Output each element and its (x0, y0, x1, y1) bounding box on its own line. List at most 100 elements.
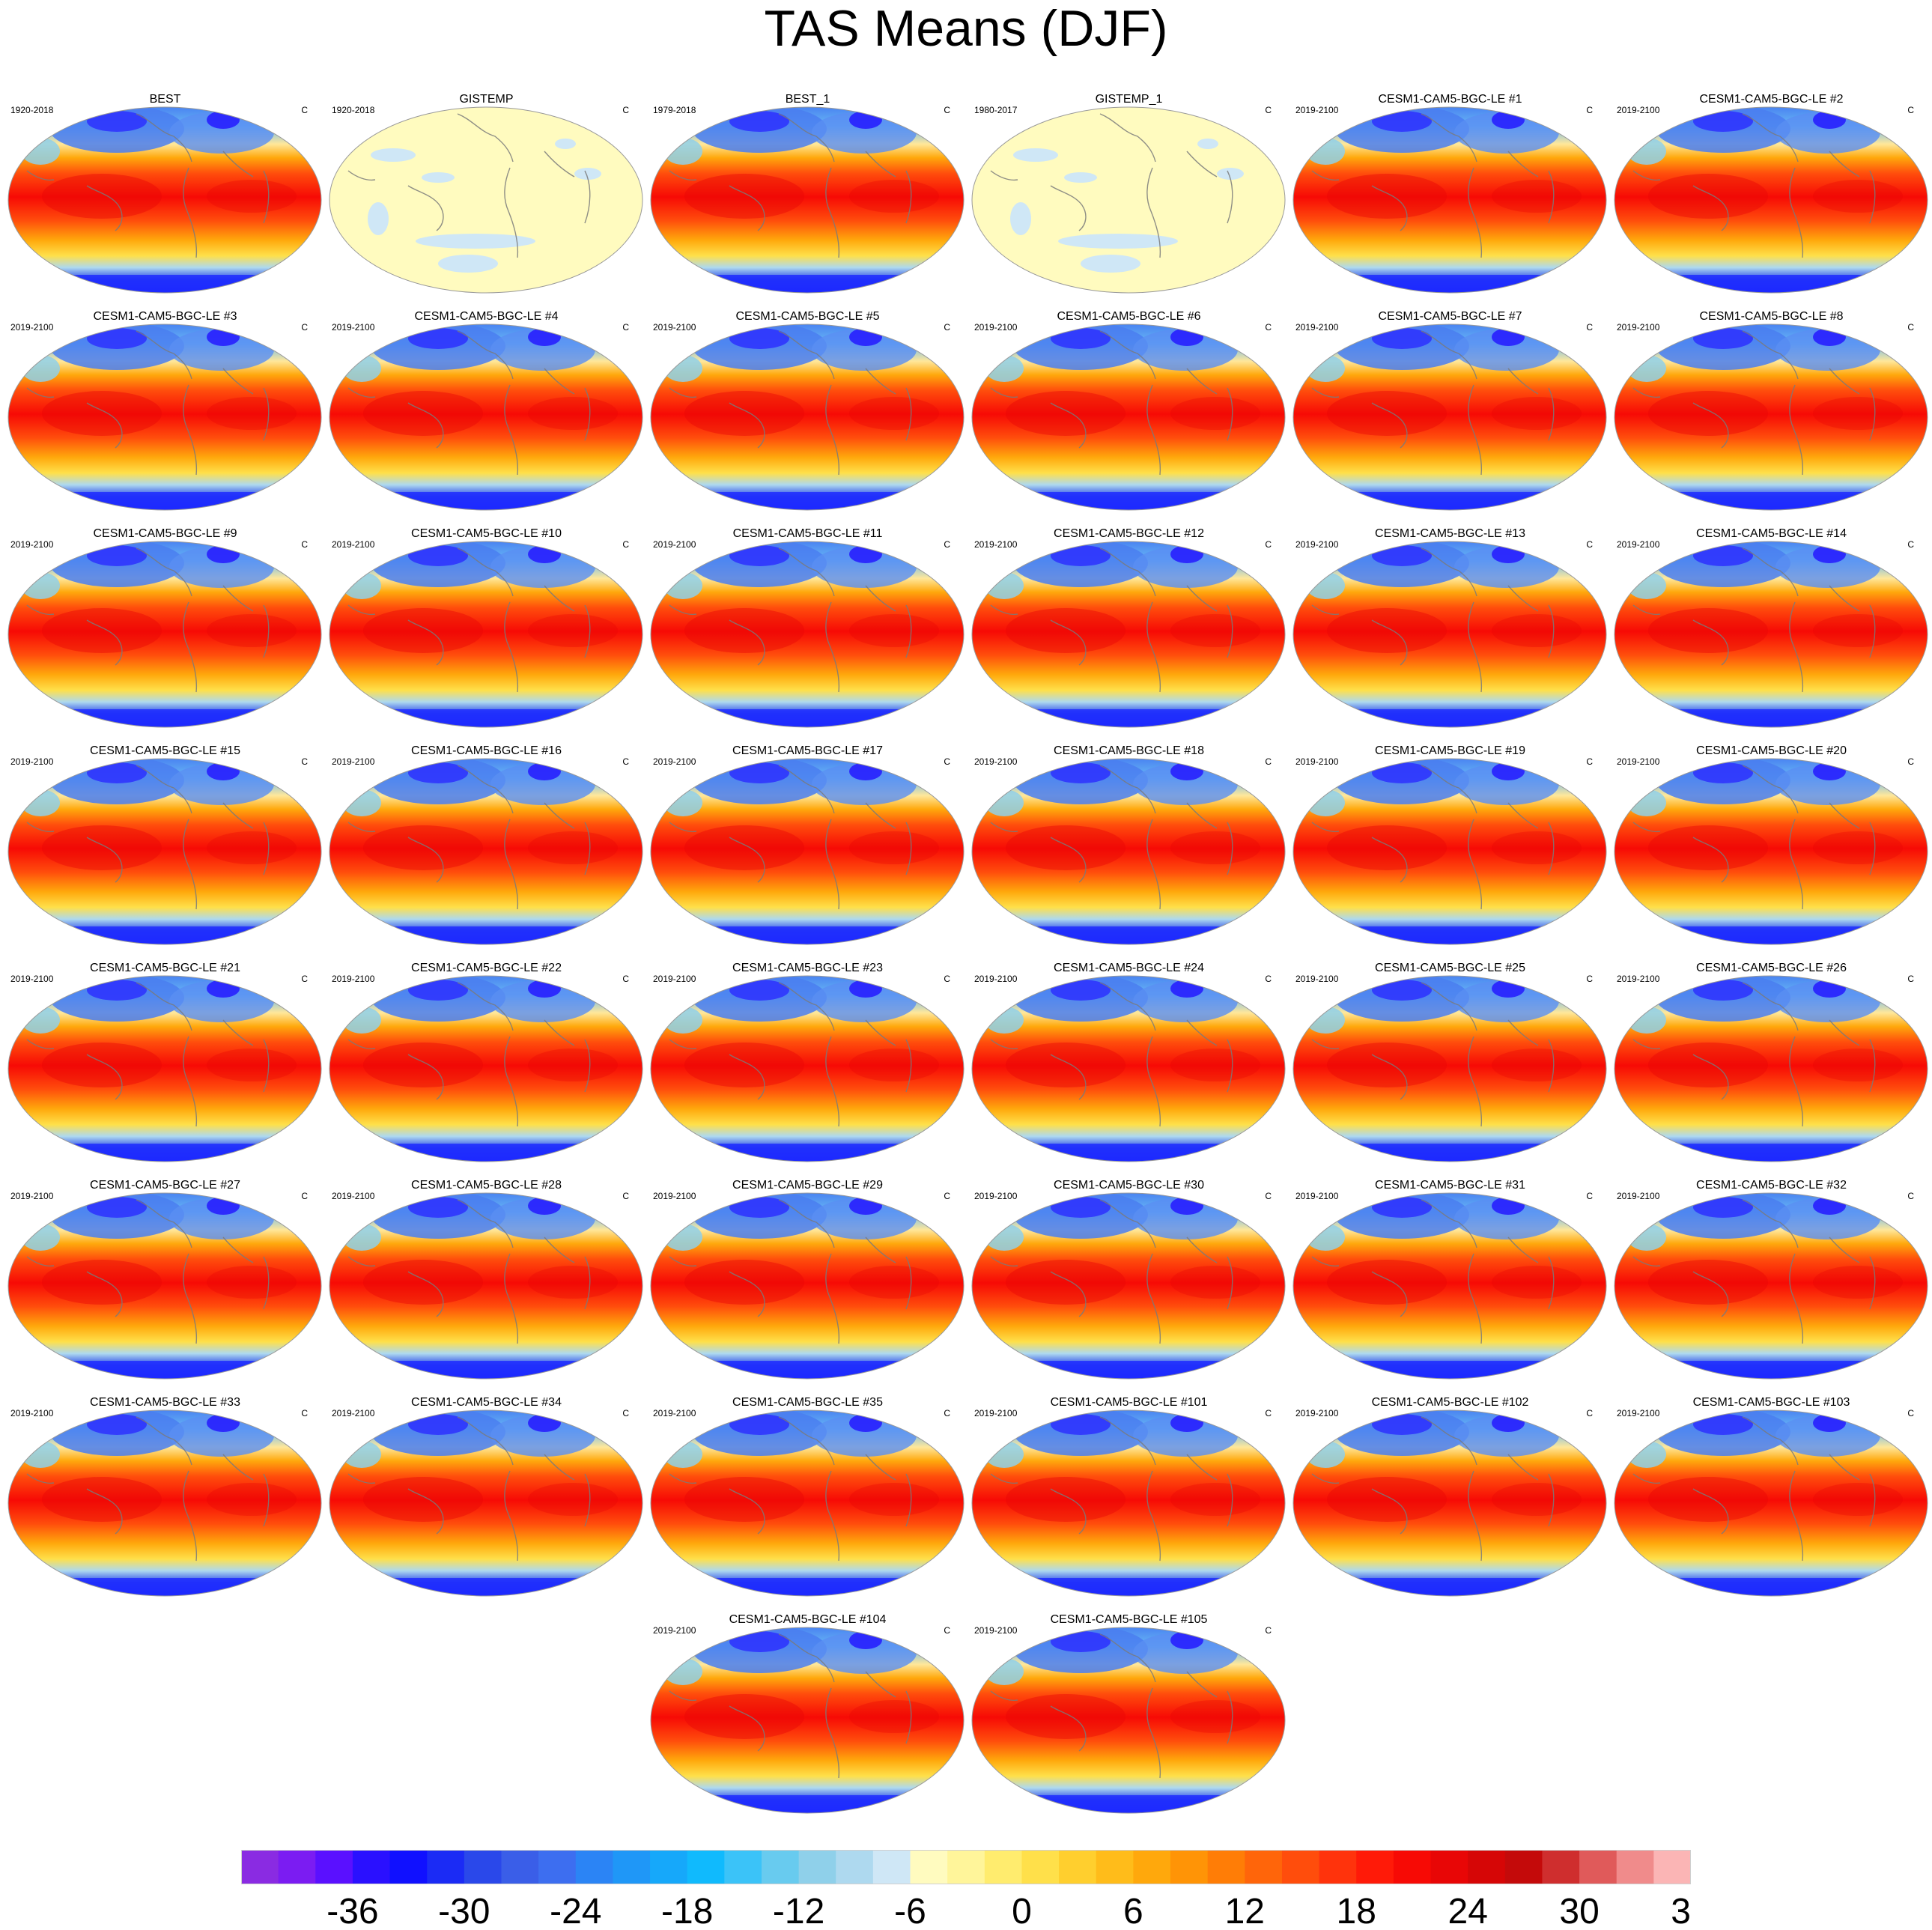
panel-unit: C (944, 1625, 950, 1636)
map-svg (1292, 106, 1607, 294)
panel-unit: C (1265, 105, 1272, 115)
panel-title: CESM1-CAM5-BGC-LE #32 (1696, 1179, 1847, 1192)
map-panel: CESM1-CAM5-BGC-LE #21 2019-2100 C (4, 962, 326, 1168)
panel-title: GISTEMP_1 (1095, 93, 1163, 106)
colorbar-swatch (798, 1850, 836, 1884)
colorbar-tick-label: -6 (894, 1892, 926, 1928)
panel-title: CESM1-CAM5-BGC-LE #105 (1050, 1613, 1208, 1626)
panel-period: 2019-2100 (1617, 539, 1660, 550)
panel-unit: C (944, 105, 950, 115)
panel-period: 2019-2100 (653, 1191, 696, 1201)
panel-title: CESM1-CAM5-BGC-LE #19 (1375, 744, 1525, 757)
panel-period: 2019-2100 (10, 322, 54, 333)
map-panel: CESM1-CAM5-BGC-LE #22 2019-2100 C (326, 962, 647, 1168)
map-svg (1614, 541, 1928, 728)
panel-title: CESM1-CAM5-BGC-LE #29 (732, 1179, 883, 1192)
panel-period: 2019-2100 (10, 974, 54, 984)
colorbar-swatch (1207, 1850, 1245, 1884)
map-panel: CESM1-CAM5-BGC-LE #12 2019-2100 C (968, 527, 1289, 733)
panel-period: 2019-2100 (10, 756, 54, 767)
panel-title: CESM1-CAM5-BGC-LE #30 (1054, 1179, 1204, 1192)
page-title: TAS Means (DJF) (764, 0, 1168, 57)
map-svg (650, 758, 965, 945)
colorbar-swatch (278, 1850, 316, 1884)
colorbar-tick-label: -30 (438, 1892, 490, 1928)
panel-period: 2019-2100 (10, 1191, 54, 1201)
panel-title: CESM1-CAM5-BGC-LE #9 (93, 527, 237, 540)
panel-unit: C (1265, 974, 1272, 984)
map-svg (971, 975, 1286, 1162)
map-svg (1614, 975, 1928, 1162)
map-panel: CESM1-CAM5-BGC-LE #8 2019-2100 C (1611, 310, 1932, 516)
map-panel: BEST 1920-2018 C (4, 93, 326, 299)
panel-period: 1979-2018 (653, 105, 696, 115)
colorbar-swatch (947, 1850, 985, 1884)
map-svg (971, 1409, 1286, 1597)
panel-unit: C (301, 539, 308, 550)
colorbar-tick-label: 12 (1225, 1892, 1265, 1928)
panel-title: CESM1-CAM5-BGC-LE #6 (1057, 310, 1201, 323)
colorbar-tick-label: -12 (773, 1892, 824, 1928)
map-panel: CESM1-CAM5-BGC-LE #104 2019-2100 C (647, 1613, 968, 1819)
panel-unit: C (1586, 1408, 1593, 1418)
panel-period: 2019-2100 (1617, 105, 1660, 115)
panel-unit: C (1907, 1191, 1914, 1201)
colorbar-swatch (1245, 1850, 1283, 1884)
panel-title: CESM1-CAM5-BGC-LE #26 (1696, 962, 1847, 974)
colorbar-swatch (1542, 1850, 1580, 1884)
panel-period: 2019-2100 (653, 974, 696, 984)
map-panel: CESM1-CAM5-BGC-LE #24 2019-2100 C (968, 962, 1289, 1168)
panel-period: 2019-2100 (974, 756, 1018, 767)
panel-title: CESM1-CAM5-BGC-LE #20 (1696, 744, 1847, 757)
map-svg (7, 324, 322, 511)
map-panel: CESM1-CAM5-BGC-LE #9 2019-2100 C (4, 527, 326, 733)
map-svg (971, 1192, 1286, 1380)
panel-period: 2019-2100 (332, 974, 375, 984)
panel-title: CESM1-CAM5-BGC-LE #14 (1696, 527, 1847, 540)
map-panel: CESM1-CAM5-BGC-LE #26 2019-2100 C (1611, 962, 1932, 1168)
colorbar-swatch (1319, 1850, 1357, 1884)
colorbar-swatch (724, 1850, 762, 1884)
panel-unit: C (301, 1191, 308, 1201)
colorbar-tick-label: 30 (1559, 1892, 1599, 1928)
panel-unit: C (301, 756, 308, 767)
map-panel: CESM1-CAM5-BGC-LE #13 2019-2100 C (1289, 527, 1611, 733)
panel-title: CESM1-CAM5-BGC-LE #4 (414, 310, 559, 323)
panel-title: CESM1-CAM5-BGC-LE #13 (1375, 527, 1525, 540)
colorbar: -36 -30 -24 -18 -12 -6 0 6 12 18 24 30 36 (241, 1850, 1691, 1928)
colorbar-frame (241, 1850, 1691, 1884)
colorbar-swatch (1170, 1850, 1209, 1884)
panel-unit: C (301, 1408, 308, 1418)
panel-period: 2019-2100 (1295, 1191, 1339, 1201)
colorbar-swatch (1579, 1850, 1617, 1884)
map-panel: CESM1-CAM5-BGC-LE #33 2019-2100 C (4, 1396, 326, 1602)
map-panel: CESM1-CAM5-BGC-LE #32 2019-2100 C (1611, 1179, 1932, 1385)
map-panel: CESM1-CAM5-BGC-LE #20 2019-2100 C (1611, 744, 1932, 950)
colorbar-swatch (910, 1850, 948, 1884)
map-svg (971, 106, 1286, 294)
map-panel: CESM1-CAM5-BGC-LE #15 2019-2100 C (4, 744, 326, 950)
panel-unit: C (1586, 756, 1593, 767)
panel-period: 2019-2100 (332, 1408, 375, 1418)
panel-period: 2019-2100 (1295, 756, 1339, 767)
map-svg (329, 758, 643, 945)
panel-period: 1920-2018 (10, 105, 54, 115)
map-panel: CESM1-CAM5-BGC-LE #23 2019-2100 C (647, 962, 968, 1168)
panel-title: CESM1-CAM5-BGC-LE #102 (1371, 1396, 1529, 1409)
map-svg (1614, 1409, 1928, 1597)
colorbar-swatch (1430, 1850, 1468, 1884)
panel-title: CESM1-CAM5-BGC-LE #3 (93, 310, 237, 323)
panel-unit: C (944, 1408, 950, 1418)
map-panel: CESM1-CAM5-BGC-LE #35 2019-2100 C (647, 1396, 968, 1602)
map-svg (7, 1192, 322, 1380)
panel-period: 1920-2018 (332, 105, 375, 115)
panel-title: CESM1-CAM5-BGC-LE #27 (90, 1179, 240, 1192)
map-panel: BEST_1 1979-2018 C (647, 93, 968, 299)
colorbar-tick-label: 0 (1012, 1892, 1032, 1928)
map-panel: CESM1-CAM5-BGC-LE #19 2019-2100 C (1289, 744, 1611, 950)
panel-title: CESM1-CAM5-BGC-LE #16 (411, 744, 562, 757)
colorbar-tick-label: 18 (1337, 1892, 1376, 1928)
map-panel: CESM1-CAM5-BGC-LE #103 2019-2100 C (1611, 1396, 1932, 1602)
map-panel: CESM1-CAM5-BGC-LE #18 2019-2100 C (968, 744, 1289, 950)
colorbar-swatch (650, 1850, 688, 1884)
